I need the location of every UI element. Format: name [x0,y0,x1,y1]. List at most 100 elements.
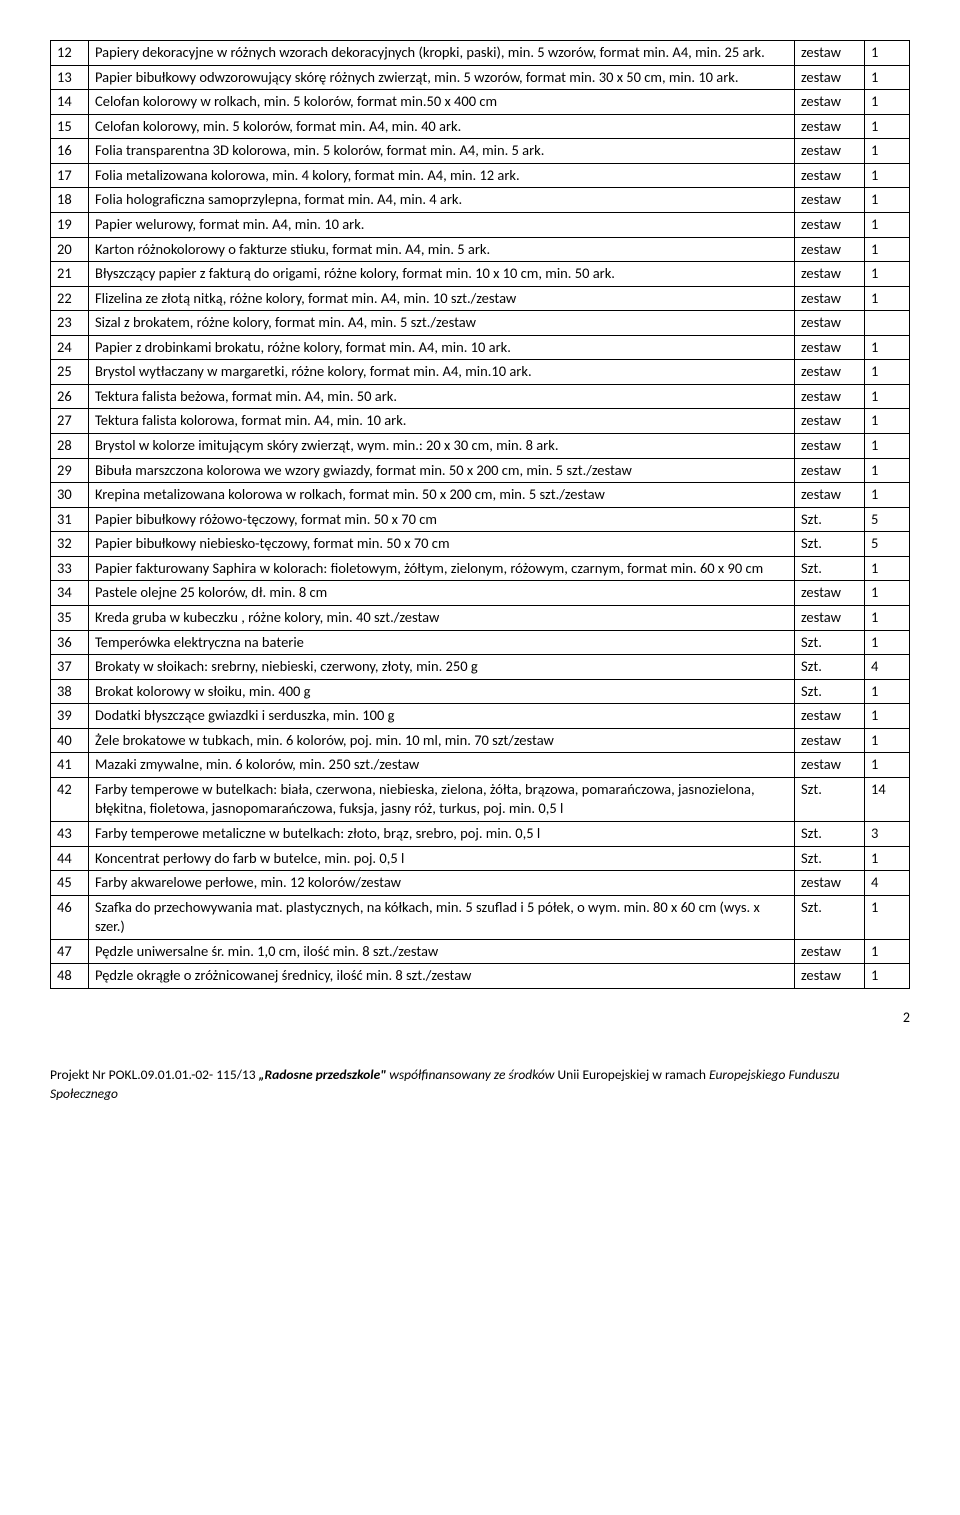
table-row: 26Tektura falista beżowa, format min. A4… [51,384,910,409]
footer-mid: współfinansowany ze środków [386,1066,557,1083]
row-unit: zestaw [795,384,865,409]
row-description: Karton różnokolorowy o fakturze stiuku, … [89,237,795,262]
table-row: 23Sizal z brokatem, różne kolory, format… [51,311,910,336]
table-row: 24Papier z drobinkami brokatu, różne kol… [51,335,910,360]
row-unit: zestaw [795,237,865,262]
table-row: 46Szafka do przechowywania mat. plastycz… [51,895,910,939]
row-qty: 1 [865,846,910,871]
row-number: 43 [51,822,89,847]
row-unit: zestaw [795,212,865,237]
row-unit: Szt. [795,822,865,847]
items-table: 12Papiery dekoracyjne w różnych wzorach … [50,40,910,989]
row-description: Papier z drobinkami brokatu, różne kolor… [89,335,795,360]
row-unit: zestaw [795,262,865,287]
row-number: 45 [51,871,89,896]
row-qty: 1 [865,458,910,483]
row-unit: zestaw [795,871,865,896]
row-qty [865,311,910,336]
table-row: 47Pędzle uniwersalne śr. min. 1,0 cm, il… [51,939,910,964]
row-description: Farby temperowe w butelkach: biała, czer… [89,777,795,821]
row-number: 31 [51,507,89,532]
row-qty: 1 [865,409,910,434]
row-unit: zestaw [795,335,865,360]
row-number: 38 [51,679,89,704]
row-number: 44 [51,846,89,871]
row-description: Brokat kolorowy w słoiku, min. 400 g [89,679,795,704]
row-description: Papier fakturowany Saphira w kolorach: f… [89,556,795,581]
row-unit: zestaw [795,483,865,508]
row-number: 30 [51,483,89,508]
row-number: 35 [51,605,89,630]
row-number: 21 [51,262,89,287]
row-description: Pędzle okrągłe o zróżnicowanej średnicy,… [89,964,795,989]
row-description: Papier welurowy, format min. A4, min. 10… [89,212,795,237]
table-row: 25Brystol wytłaczany w margaretki, różne… [51,360,910,385]
row-qty: 5 [865,507,910,532]
row-qty: 5 [865,532,910,557]
row-unit: Szt. [795,630,865,655]
table-row: 30Krepina metalizowana kolorowa w rolkac… [51,483,910,508]
row-unit: zestaw [795,605,865,630]
row-unit: zestaw [795,188,865,213]
table-row: 22Flizelina ze złotą nitką, różne kolory… [51,286,910,311]
row-description: Krepina metalizowana kolorowa w rolkach,… [89,483,795,508]
row-number: 19 [51,212,89,237]
table-row: 40Żele brokatowe w tubkach, min. 6 kolor… [51,728,910,753]
row-qty: 1 [865,483,910,508]
table-row: 38Brokat kolorowy w słoiku, min. 400 gSz… [51,679,910,704]
row-qty: 1 [865,212,910,237]
row-qty: 1 [865,139,910,164]
table-row: 33Papier fakturowany Saphira w kolorach:… [51,556,910,581]
row-unit: zestaw [795,163,865,188]
row-unit: zestaw [795,311,865,336]
table-row: 39Dodatki błyszczące gwiazdki i serduszk… [51,704,910,729]
table-row: 20Karton różnokolorowy o fakturze stiuku… [51,237,910,262]
row-description: Brystol w kolorze imitującym skóry zwier… [89,434,795,459]
footer: Projekt Nr POKL.09.01.01.-02- 115/13 „Ra… [50,1066,910,1104]
row-unit: zestaw [795,939,865,964]
row-unit: Szt. [795,846,865,871]
row-unit: zestaw [795,41,865,66]
row-description: Szafka do przechowywania mat. plastyczny… [89,895,795,939]
row-qty: 1 [865,895,910,939]
row-number: 13 [51,65,89,90]
row-description: Kreda gruba w kubeczku , różne kolory, m… [89,605,795,630]
row-qty: 1 [865,65,910,90]
row-description: Celofan kolorowy w rolkach, min. 5 kolor… [89,90,795,115]
table-row: 28Brystol w kolorze imitującym skóry zwi… [51,434,910,459]
row-unit: zestaw [795,114,865,139]
row-number: 14 [51,90,89,115]
table-row: 48Pędzle okrągłe o zróżnicowanej średnic… [51,964,910,989]
row-unit: Szt. [795,556,865,581]
row-number: 15 [51,114,89,139]
row-qty: 1 [865,360,910,385]
row-description: Folia metalizowana kolorowa, min. 4 kolo… [89,163,795,188]
row-unit: zestaw [795,704,865,729]
row-unit: zestaw [795,728,865,753]
row-unit: Szt. [795,655,865,680]
row-description: Bibuła marszczona kolorowa we wzory gwia… [89,458,795,483]
row-unit: Szt. [795,895,865,939]
table-row: 36Temperówka elektryczna na baterieSzt.1 [51,630,910,655]
row-qty: 1 [865,728,910,753]
row-description: Tektura falista kolorowa, format min. A4… [89,409,795,434]
row-description: Mazaki zmywalne, min. 6 kolorów, min. 25… [89,753,795,778]
row-number: 42 [51,777,89,821]
table-row: 35Kreda gruba w kubeczku , różne kolory,… [51,605,910,630]
table-row: 18Folia holograficzna samoprzylepna, for… [51,188,910,213]
table-row: 17Folia metalizowana kolorowa, min. 4 ko… [51,163,910,188]
row-qty: 1 [865,704,910,729]
row-number: 26 [51,384,89,409]
row-description: Folia transparentna 3D kolorowa, min. 5 … [89,139,795,164]
table-row: 27Tektura falista kolorowa, format min. … [51,409,910,434]
row-unit: zestaw [795,90,865,115]
row-number: 29 [51,458,89,483]
row-number: 20 [51,237,89,262]
row-qty: 1 [865,630,910,655]
row-qty: 4 [865,871,910,896]
table-row: 44Koncentrat perłowy do farb w butelce, … [51,846,910,871]
footer-title: „Radosne przedszkole" [259,1066,387,1083]
row-description: Temperówka elektryczna na baterie [89,630,795,655]
row-number: 36 [51,630,89,655]
row-qty: 1 [865,384,910,409]
